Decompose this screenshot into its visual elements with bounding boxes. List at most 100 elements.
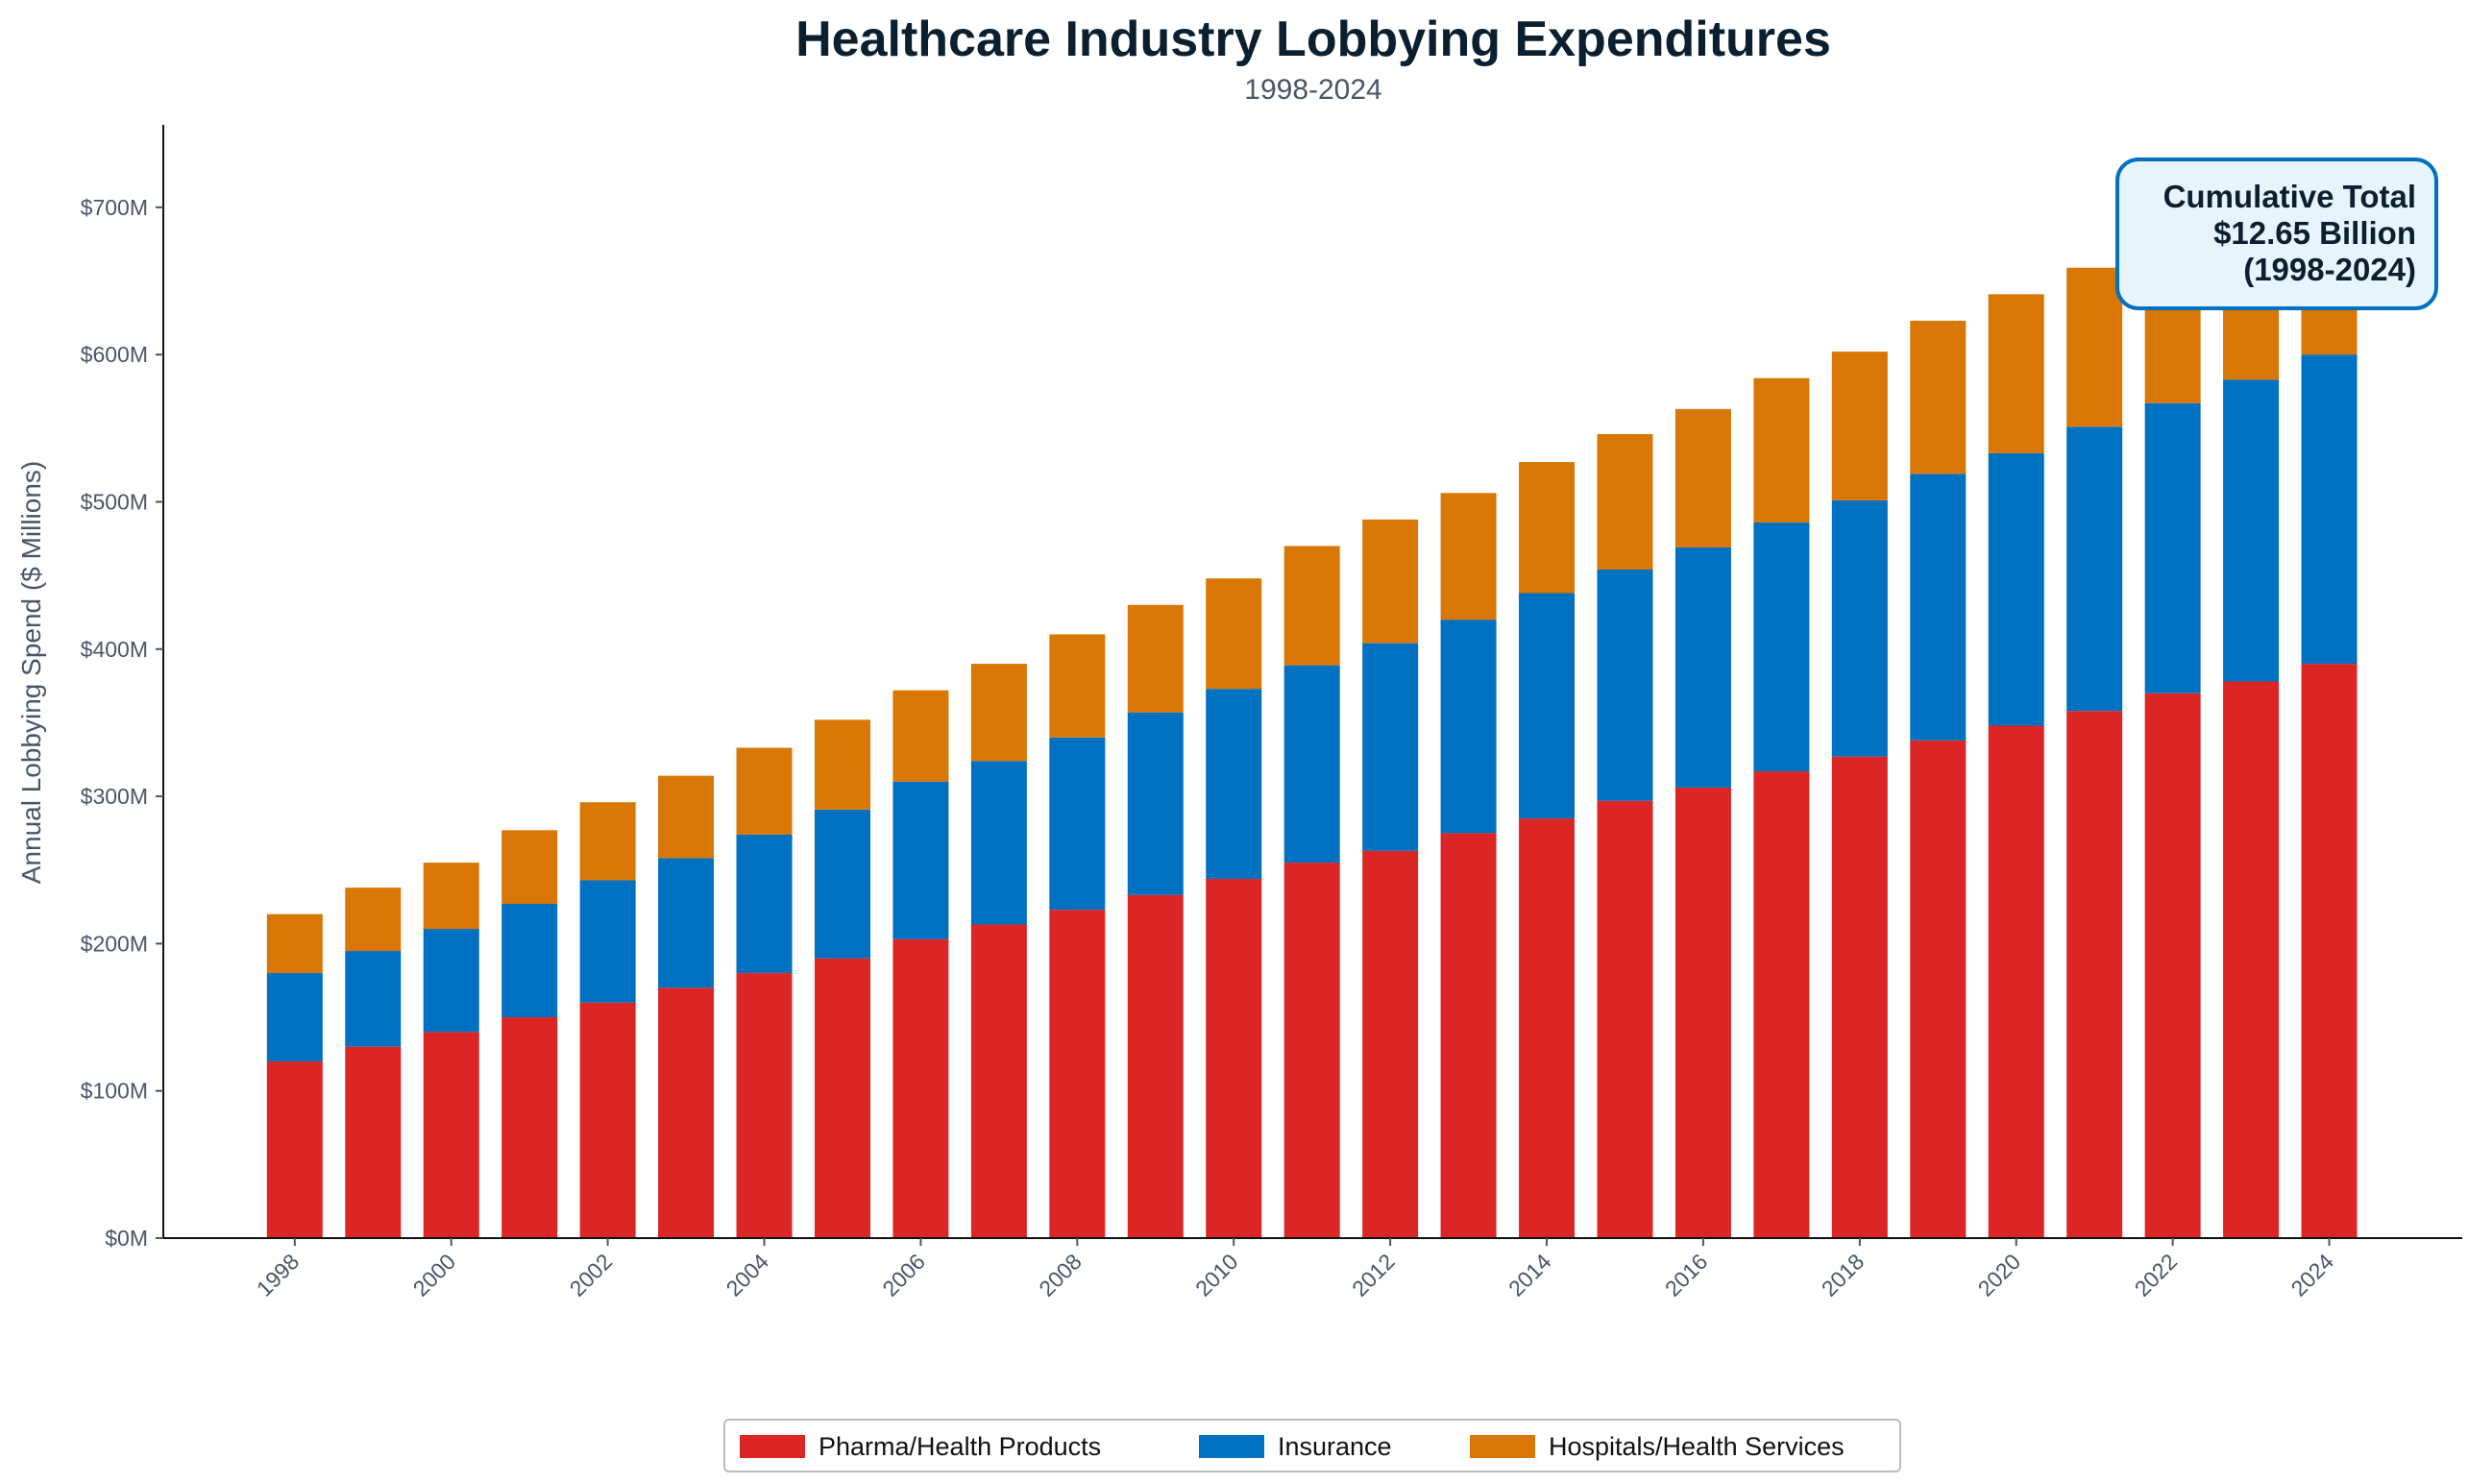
bar-hospitals-2019 [1910,320,1967,474]
bar-insurance-2011 [1283,665,1340,864]
legend-label-hospitals: Hospitals/Health Services [1549,1432,1845,1461]
bar-pharma-2024 [2301,664,2358,1238]
bar-hospitals-2008 [1049,634,1106,738]
bar-insurance-2010 [1206,689,1262,879]
bar-pharma-2023 [2223,681,2280,1238]
bar-hospitals-1999 [345,888,402,952]
bar-pharma-2013 [1440,833,1497,1238]
bar-hospitals-2004 [736,747,793,835]
x-tick-label: 2006 [877,1249,930,1302]
bar-insurance-2018 [1831,499,1888,757]
legend-frame [723,1419,1901,1472]
annotation-line-1: Cumulative Total [2163,179,2416,214]
x-tick-label: 2022 [2130,1249,2183,1302]
bar-hospitals-2016 [1674,408,1731,547]
bar-pharma-2021 [2066,711,2123,1238]
bar-hospitals-2015 [1597,433,1653,570]
bar-hospitals-2007 [970,664,1027,762]
bar-pharma-2003 [658,987,715,1238]
bar-hospitals-2014 [1519,462,1576,594]
chart-title: Healthcare Industry Lobbying Expenditure… [795,12,1831,67]
bar-insurance-2014 [1519,593,1576,819]
chart-subtitle: 1998-2024 [1244,74,1381,106]
bar-hospitals-2010 [1206,578,1262,690]
bar-pharma-2007 [970,924,1027,1238]
bar-insurance-2007 [970,761,1027,925]
bar-insurance-2021 [2066,426,2123,712]
bar-pharma-2016 [1674,787,1731,1238]
bar-hospitals-2000 [423,863,479,930]
bar-insurance-2020 [1988,452,2044,726]
bar-pharma-2000 [423,1032,479,1238]
bar-pharma-2001 [501,1017,558,1238]
bar-hospitals-2005 [814,719,870,810]
bar-insurance-2008 [1049,737,1106,911]
bar-insurance-2003 [658,858,715,988]
legend-swatch-pharma [740,1435,805,1458]
legend: Pharma/Health Products Insurance Hospita… [723,1419,1901,1472]
bar-insurance-2005 [814,809,870,959]
bar-insurance-2012 [1362,643,1419,851]
bar-insurance-2009 [1127,712,1184,895]
x-tick-label: 2024 [2286,1249,2339,1302]
y-tick-label: $100M [81,1079,148,1104]
y-tick-label: $600M [81,342,148,367]
annotation-box [2115,158,2438,310]
y-axis-label: Annual Lobbying Spend ($ Millions) [16,461,46,885]
y-tick-label: $700M [81,195,148,220]
annotation-line-3: (1998-2024) [2243,252,2416,287]
bar-hospitals-2001 [501,830,558,904]
x-tick-label: 2008 [1034,1249,1087,1302]
x-tick-label: 2018 [1817,1249,1869,1302]
annotation-line-2: $12.65 Billion [2213,215,2416,251]
bar-insurance-2015 [1597,569,1653,801]
cumulative-total-annotation: Cumulative Total $12.65 Billion (1998-20… [2115,158,2438,310]
bar-insurance-2013 [1440,620,1497,834]
bar-insurance-2017 [1753,522,1810,772]
bar-insurance-1999 [345,951,402,1047]
bar-hospitals-2002 [579,802,636,881]
bar-pharma-2022 [2144,693,2201,1238]
bar-pharma-2011 [1283,863,1340,1238]
bar-insurance-2022 [2144,402,2201,693]
bar-pharma-2014 [1519,818,1576,1238]
bar-insurance-2023 [2223,379,2280,682]
legend-label-insurance: Insurance [1278,1432,1392,1461]
y-tick-label: $200M [81,931,148,956]
bar-pharma-2012 [1362,850,1419,1238]
bar-insurance-2019 [1910,474,1967,741]
legend-label-pharma: Pharma/Health Products [819,1432,1101,1461]
bar-pharma-2020 [1988,725,2044,1238]
bar-pharma-2017 [1753,771,1810,1238]
y-tick-label: $400M [81,637,148,662]
bar-pharma-2005 [814,958,870,1238]
bar-hospitals-2003 [658,775,715,859]
bar-insurance-2001 [501,903,558,1018]
bar-pharma-2006 [892,938,949,1238]
bar-pharma-1999 [345,1046,402,1238]
x-tick-label: 2002 [565,1249,618,1302]
bar-hospitals-2013 [1440,493,1497,620]
legend-swatch-hospitals [1470,1435,1535,1458]
bar-insurance-1998 [266,973,323,1062]
bar-hospitals-2020 [1988,294,2044,453]
bar-hospitals-2009 [1127,604,1184,713]
bar-insurance-2006 [892,781,949,939]
bar-insurance-2002 [579,880,636,1003]
x-tick-label: 2010 [1190,1249,1243,1302]
bar-pharma-2004 [736,973,793,1238]
bar-hospitals-2012 [1362,519,1419,644]
bar-hospitals-2021 [2066,267,2123,427]
bar-insurance-2024 [2301,354,2358,665]
x-tick-label: 2004 [721,1249,774,1302]
bar-pharma-2008 [1049,910,1106,1238]
bar-pharma-2015 [1597,800,1653,1238]
bar-pharma-2010 [1206,878,1262,1238]
x-tick-label: 2012 [1347,1249,1400,1302]
x-tick-label: 1998 [252,1249,305,1302]
legend-swatch-insurance [1199,1435,1264,1458]
bar-pharma-2002 [579,1002,636,1238]
x-tick-label: 2016 [1660,1249,1713,1302]
bar-pharma-2009 [1127,894,1184,1238]
